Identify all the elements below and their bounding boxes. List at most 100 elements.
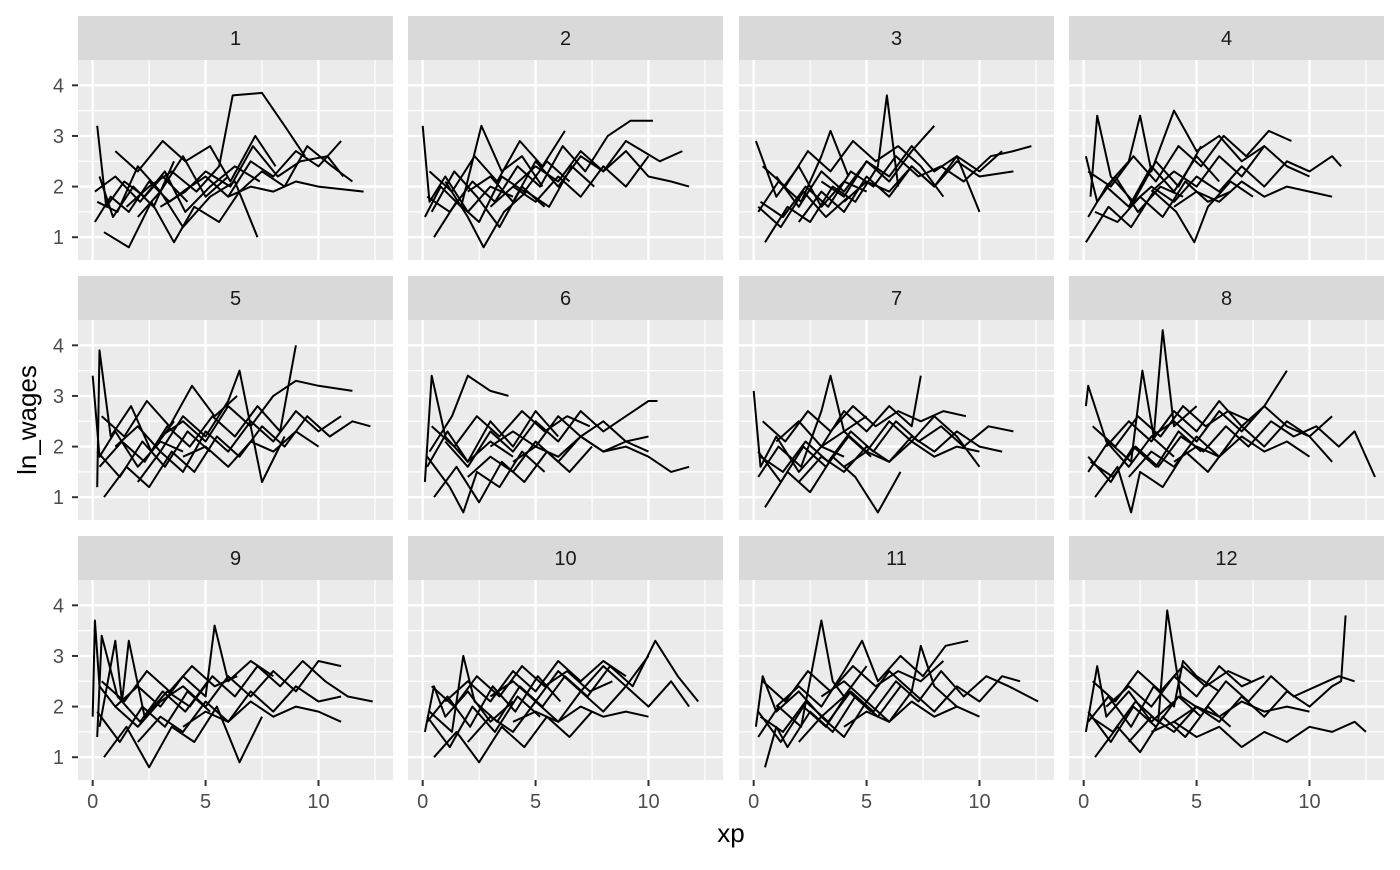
facet-panel-3: 3 xyxy=(739,16,1054,260)
series-line-panel-1-12 xyxy=(114,134,277,183)
series-line-panel-5-4 xyxy=(103,415,371,498)
x-tick-label: 10 xyxy=(307,791,329,813)
x-tick-label: 5 xyxy=(530,791,541,813)
x-tick-label: 0 xyxy=(1078,791,1089,813)
facet-panel-9: 9 xyxy=(78,536,393,780)
series-line-panel-4-4 xyxy=(1085,180,1254,244)
series-line-panel-12-7 xyxy=(1150,720,1367,749)
x-tick-label: 5 xyxy=(1191,791,1202,813)
panel-background-3 xyxy=(739,60,1054,260)
y-tick-label: 2 xyxy=(53,697,64,719)
facet-strip-label-8: 8 xyxy=(1221,288,1232,310)
series-line-panel-3-2 xyxy=(757,129,850,213)
y-tick-label: 4 xyxy=(53,75,64,97)
series-line-panel-11-10 xyxy=(762,660,945,703)
panel-background-6 xyxy=(408,320,723,520)
series-line-panel-10-8 xyxy=(426,695,541,749)
series-line-panel-6-9 xyxy=(512,435,649,463)
series-line-panel-1-6 xyxy=(125,91,306,208)
series-line-panel-5-8 xyxy=(96,430,211,478)
series-line-panel-12-9 xyxy=(1173,700,1310,723)
facet-panel-8: 8 xyxy=(1069,276,1384,520)
x-tick-label: 5 xyxy=(861,791,872,813)
series-line-panel-11-2 xyxy=(757,619,868,738)
series-line-panel-8-3 xyxy=(1089,420,1376,478)
panel-background-10 xyxy=(408,580,723,780)
panel-background-7 xyxy=(739,320,1054,520)
series-line-panel-2-1 xyxy=(421,125,514,213)
series-line-panel-3-10 xyxy=(762,140,945,198)
series-line-panel-8-6 xyxy=(1128,415,1333,478)
series-line-panel-5-5 xyxy=(114,369,286,483)
facet-strip-10 xyxy=(408,536,723,580)
series-line-panel-6-8 xyxy=(426,450,546,514)
series-line-panel-3-1 xyxy=(754,140,868,208)
facet-strip-11 xyxy=(739,536,1054,580)
panel-background-1 xyxy=(78,60,393,260)
series-line-panel-12-8 xyxy=(1087,695,1202,743)
facet-strip-label-9: 9 xyxy=(230,548,241,570)
panel-background-9 xyxy=(78,580,393,780)
facet-panel-11: 11 xyxy=(739,536,1054,780)
series-line-panel-10-10 xyxy=(431,665,613,708)
series-line-panel-8-5 xyxy=(1105,370,1288,448)
series-line-panel-9-3 xyxy=(98,639,373,727)
series-line-panel-6-2 xyxy=(426,410,559,468)
series-line-panel-2-4 xyxy=(433,160,571,238)
series-line-panel-1-9 xyxy=(103,145,353,249)
series-line-panel-7-6 xyxy=(798,430,1003,483)
series-line-panel-4-6 xyxy=(1128,155,1342,208)
series-line-panel-3-3 xyxy=(759,145,1032,218)
series-line-panel-3-8 xyxy=(757,190,850,229)
series-line-panel-6-7 xyxy=(489,415,649,448)
panel-background-8 xyxy=(1069,320,1384,520)
facet-strip-8 xyxy=(1069,276,1384,320)
x-tick-label: 0 xyxy=(748,791,759,813)
series-line-panel-5-7 xyxy=(159,379,353,443)
y-tick-label: 4 xyxy=(53,595,64,617)
facet-strip-label-12: 12 xyxy=(1215,548,1237,570)
series-line-panel-3-9 xyxy=(843,160,1014,203)
series-line-panel-2-8 xyxy=(489,155,650,208)
facet-strip-label-4: 4 xyxy=(1221,28,1232,50)
series-line-panel-6-10 xyxy=(431,410,591,448)
y-tick-label: 4 xyxy=(53,335,64,357)
facet-panel-2: 2 xyxy=(408,16,723,260)
facet-panel-7: 7 xyxy=(739,276,1054,520)
facet-panel-4: 4 xyxy=(1069,16,1384,260)
y-tick-label: 3 xyxy=(53,126,64,148)
facet-strip-label-1: 1 xyxy=(230,28,241,50)
facet-panel-12: 12 xyxy=(1069,536,1384,780)
panel-background-12 xyxy=(1069,580,1384,780)
series-line-panel-2-10 xyxy=(512,140,683,188)
series-line-panel-10-9 xyxy=(512,705,649,723)
series-line-panel-10-4 xyxy=(433,710,593,764)
series-line-panel-5-9 xyxy=(182,430,320,468)
x-tick-label: 5 xyxy=(200,791,211,813)
series-line-panel-7-5 xyxy=(775,375,922,448)
series-line-panel-4-10 xyxy=(1087,129,1292,188)
panels-layer: 1 2 3 45 6 7 89 10 11 12 xyxy=(78,16,1384,780)
series-line-panel-2-9 xyxy=(430,170,546,229)
panel-background-5 xyxy=(78,320,393,520)
series-line-panel-9-9 xyxy=(182,700,342,728)
series-line-panel-8-4 xyxy=(1094,440,1232,514)
series-line-panel-6-5 xyxy=(444,400,658,468)
facet-strip-label-10: 10 xyxy=(554,548,576,570)
series-line-panel-7-7 xyxy=(820,415,981,468)
facet-strip-12 xyxy=(1069,536,1384,580)
series-line-panel-1-10 xyxy=(159,145,345,208)
series-line-panel-11-3 xyxy=(759,670,1039,733)
y-tick-label: 3 xyxy=(53,386,64,408)
series-line-panel-11-1 xyxy=(754,675,845,727)
x-tick-label: 0 xyxy=(417,791,428,813)
series-line-panel-10-3 xyxy=(428,639,699,733)
series-line-panel-12-5 xyxy=(1105,665,1265,708)
facet-strip-1 xyxy=(78,16,393,60)
y-tick-label: 2 xyxy=(53,437,64,459)
x-tick-label: 10 xyxy=(1298,791,1320,813)
panel-background-11 xyxy=(739,580,1054,780)
series-line-panel-2-7 xyxy=(428,130,566,193)
series-line-panel-5-10 xyxy=(101,384,238,438)
